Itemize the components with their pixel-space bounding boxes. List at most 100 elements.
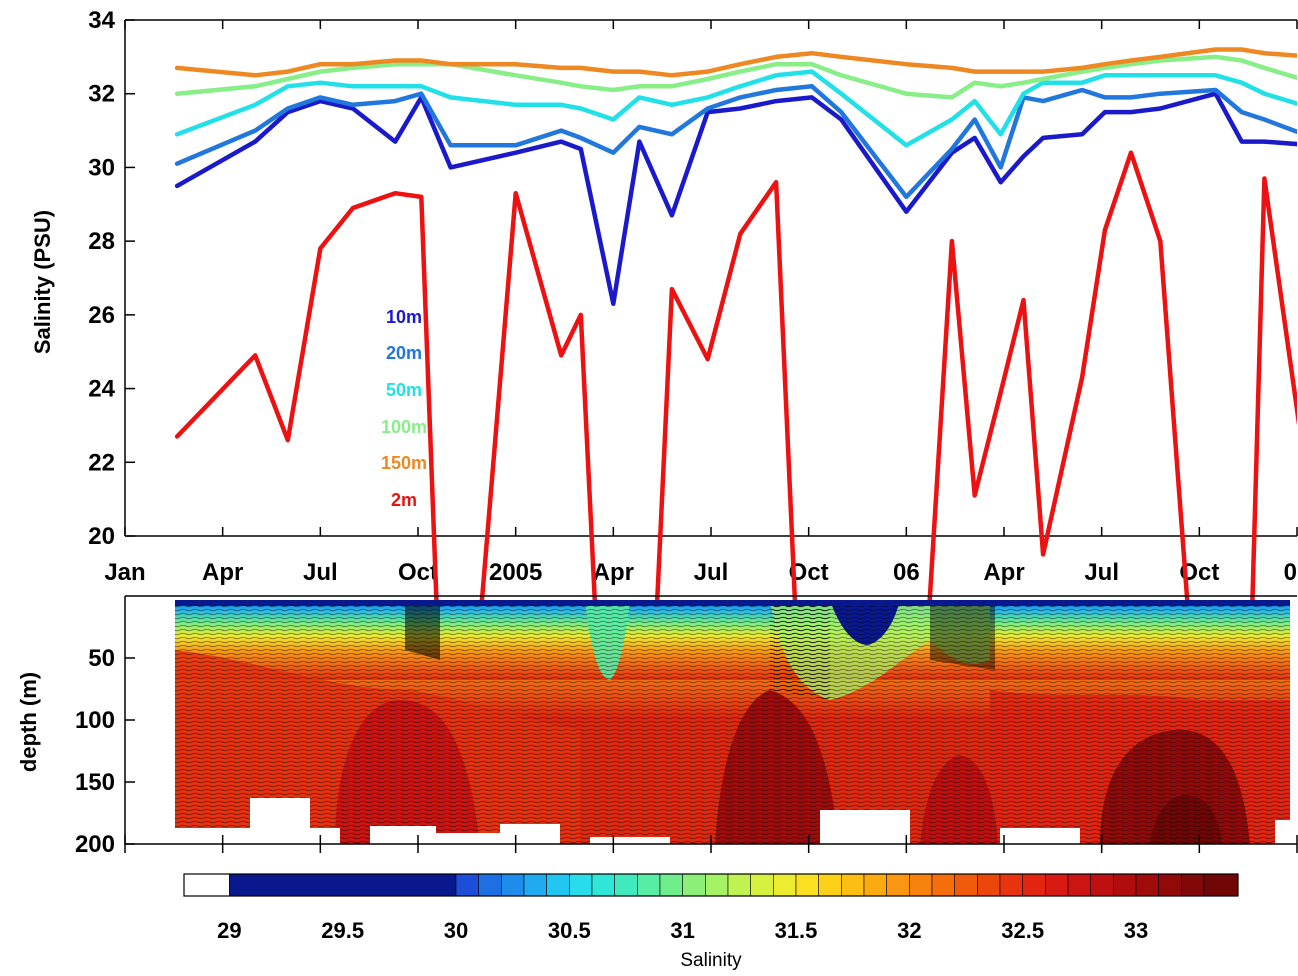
colorbar-tick-label: 31.5 bbox=[775, 918, 818, 943]
lower-contour-panel: 50 100 150 200 depth (m) bbox=[16, 595, 1298, 858]
colorbar-segment bbox=[772, 873, 797, 897]
colorbar-segment bbox=[931, 873, 956, 897]
contour-dense-band-2 bbox=[770, 600, 830, 700]
legend-entry-50m: 50m bbox=[386, 380, 422, 400]
x-tick-label: Jul bbox=[1084, 559, 1119, 586]
colorbar-segment bbox=[863, 873, 888, 897]
x-tick-label: 07 bbox=[1284, 559, 1298, 586]
legend-entry-20m: 20m bbox=[386, 343, 422, 363]
legend-entry-150m: 150m bbox=[381, 453, 427, 473]
colorbar-segment bbox=[591, 873, 616, 897]
colorbar-segment bbox=[455, 873, 480, 897]
colorbar-segment bbox=[636, 873, 661, 897]
colorbar-segment bbox=[682, 873, 706, 897]
upper-y-tick-label: 30 bbox=[88, 154, 115, 181]
colorbar-segment bbox=[1067, 873, 1092, 897]
colorbar-segment bbox=[704, 873, 729, 897]
upper-series-group bbox=[174, 47, 1297, 760]
colorbar-segment bbox=[183, 873, 230, 897]
x-tick-label: Jan bbox=[104, 559, 145, 586]
lower-y-tick-label: 100 bbox=[75, 707, 115, 734]
x-tick-label: Apr bbox=[593, 559, 634, 586]
contour-dense-band-3 bbox=[930, 600, 995, 670]
colorbar-segment bbox=[976, 873, 1001, 897]
series-line-150m bbox=[174, 47, 1297, 78]
colorbar-segment bbox=[523, 873, 548, 897]
colorbar-tick-labels: 29 29.5 30 30.5 31 31.5 32 32.5 33 bbox=[217, 918, 1148, 943]
colorbar-segment bbox=[1022, 873, 1046, 897]
colorbar-segment bbox=[1181, 873, 1205, 897]
colorbar-segment bbox=[908, 873, 933, 897]
colorbar-frame bbox=[183, 873, 1239, 897]
lower-y-tick-label: 150 bbox=[75, 769, 115, 796]
x-tick-label: 06 bbox=[893, 559, 920, 586]
x-tick-label: 2005 bbox=[489, 559, 542, 586]
contour-dense-band-1 bbox=[405, 600, 440, 660]
contour-surface-blue-strip bbox=[175, 600, 1290, 606]
x-tick-label: Oct bbox=[398, 559, 438, 586]
upper-y-tick-label: 26 bbox=[88, 302, 115, 329]
colorbar-segment bbox=[659, 873, 684, 897]
colorbar-segment bbox=[1203, 873, 1239, 897]
colorbar-segment bbox=[886, 873, 910, 897]
upper-y-tick-label: 22 bbox=[88, 449, 115, 476]
lower-y-tick-label: 200 bbox=[75, 831, 115, 858]
contour-field bbox=[175, 600, 1290, 844]
colorbar-segment bbox=[568, 873, 593, 897]
colorbar-tick-label: 33 bbox=[1124, 918, 1148, 943]
lower-y-tick-label: 50 bbox=[88, 645, 115, 672]
x-tick-label: Apr bbox=[983, 559, 1024, 586]
colorbar-segment bbox=[500, 873, 525, 897]
upper-y-tick-label: 24 bbox=[88, 376, 115, 403]
series-line-2m bbox=[174, 150, 1297, 760]
colorbar-segment bbox=[1135, 873, 1160, 897]
colorbar-segment bbox=[999, 873, 1024, 897]
colorbar-tick-label: 32 bbox=[897, 918, 921, 943]
series-line-50m bbox=[174, 69, 1297, 148]
colorbar-segment bbox=[727, 873, 752, 897]
colorbar-segment bbox=[614, 873, 638, 897]
x-tick-label: Apr bbox=[202, 559, 243, 586]
series-line-100m bbox=[174, 54, 1297, 100]
colorbar-tick-label: 29 bbox=[217, 918, 241, 943]
colorbar-segment bbox=[750, 873, 774, 897]
legend: 10m 20m 50m 100m 150m 2m bbox=[381, 307, 427, 510]
colorbar-segments bbox=[183, 873, 1239, 897]
legend-entry-10m: 10m bbox=[386, 307, 422, 327]
colorbar-segment bbox=[840, 873, 865, 897]
colorbar-segment bbox=[795, 873, 820, 897]
colorbar-segment bbox=[1113, 873, 1137, 897]
colorbar: 29 29.5 30 30.5 31 31.5 32 32.5 33 Salinity bbox=[183, 873, 1239, 971]
colorbar-tick-label: 32.5 bbox=[1001, 918, 1044, 943]
upper-y-tick-label: 28 bbox=[88, 228, 115, 255]
series-line-10m bbox=[174, 91, 1297, 307]
x-tick-label: Jul bbox=[303, 559, 338, 586]
colorbar-tick-label: 30.5 bbox=[548, 918, 591, 943]
legend-entry-2m: 2m bbox=[391, 490, 417, 510]
colorbar-segment bbox=[954, 873, 978, 897]
colorbar-title: Salinity bbox=[680, 950, 742, 971]
upper-y-axis-title: Salinity (PSU) bbox=[30, 210, 55, 354]
colorbar-tick-label: 30 bbox=[444, 918, 468, 943]
lower-axes: 50 100 150 200 bbox=[75, 595, 1298, 858]
colorbar-tick-label: 31 bbox=[670, 918, 694, 943]
lower-y-axis-title: depth (m) bbox=[16, 672, 41, 772]
colorbar-tick-label: 29.5 bbox=[321, 918, 364, 943]
upper-y-tick-label: 34 bbox=[88, 7, 115, 34]
series-line-20m bbox=[174, 84, 1297, 200]
upper-y-tick-label: 20 bbox=[88, 523, 115, 550]
colorbar-segment bbox=[1045, 873, 1069, 897]
colorbar-segment bbox=[478, 873, 502, 897]
upper-y-tick-label: 32 bbox=[88, 81, 115, 108]
colorbar-segment bbox=[229, 873, 457, 897]
x-tick-label: Jul bbox=[694, 559, 729, 586]
legend-entry-100m: 100m bbox=[381, 417, 427, 437]
colorbar-segment bbox=[546, 873, 570, 897]
colorbar-segment bbox=[818, 873, 842, 897]
colorbar-segment bbox=[1158, 873, 1182, 897]
colorbar-segment bbox=[1090, 873, 1114, 897]
no-data-mask bbox=[175, 798, 1290, 844]
